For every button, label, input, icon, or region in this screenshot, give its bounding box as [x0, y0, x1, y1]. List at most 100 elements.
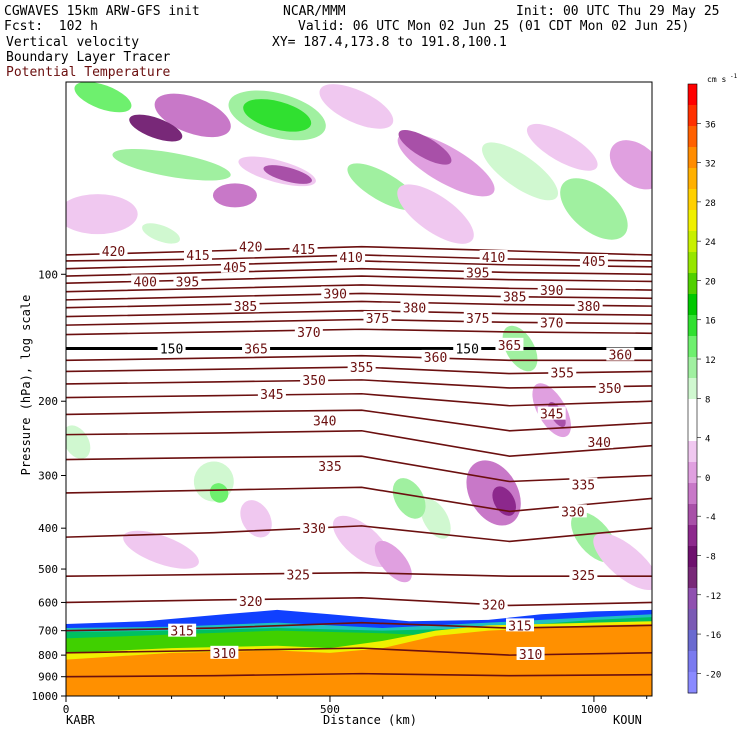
theta-label-bg [400, 300, 429, 314]
y-tick-label: 700 [38, 625, 58, 638]
colorbar-swatch [688, 420, 697, 442]
colorbar-swatch [688, 441, 697, 463]
theta-label: 360 [609, 349, 632, 364]
colorbar-swatch [688, 609, 697, 631]
theta-label: 330 [302, 522, 325, 537]
colorbar-swatch [688, 126, 697, 148]
theta-label: 320 [239, 595, 262, 610]
colorbar-swatch [688, 462, 697, 484]
theta-contour [66, 409, 652, 432]
y-tick-label: 100 [38, 268, 58, 281]
theta-label: 400 [133, 275, 156, 290]
theta-label-bg [337, 250, 366, 264]
theta-label-bg [606, 347, 635, 361]
theta-label-bg [569, 568, 598, 582]
theta-label-bg [574, 299, 603, 313]
colorbar-swatch [688, 210, 697, 232]
theta-label-bg [220, 259, 249, 273]
theta-label-bg [231, 299, 260, 313]
theta-label-bg [257, 386, 286, 400]
theta-contour [66, 571, 652, 578]
colorbar-label: 32 [705, 160, 716, 170]
theta-label-bg [585, 435, 614, 449]
theta-label-bg [463, 311, 492, 325]
theta-contour [66, 245, 652, 256]
theta-label-bg [99, 243, 128, 257]
theta-label: 395 [466, 266, 489, 281]
theta-label-bg [173, 274, 202, 288]
theta-contour [66, 455, 652, 483]
theta-label: 315 [508, 619, 531, 634]
theta-label-bg [463, 265, 492, 279]
theta-contour [66, 672, 652, 678]
endpoint-right: KOUN [613, 713, 642, 727]
y-axis-label: Pressure (hPa), log scale [19, 295, 33, 476]
theta-label-bg [300, 372, 329, 386]
model-title: CGWAVES 15km ARW-GFS init [4, 4, 200, 19]
theta-label: 310 [519, 648, 542, 663]
colorbar-swatch [688, 483, 697, 505]
theta-label: 335 [572, 478, 595, 493]
colorbar-swatch [688, 315, 697, 337]
colorbar-label: -4 [705, 513, 716, 523]
colorbar-swatch [688, 567, 697, 589]
theta-label: 355 [350, 361, 373, 376]
colorbar-swatch [688, 378, 697, 400]
field-potential-temperature: Potential Temperature [6, 65, 171, 80]
theta-label-bg [500, 289, 529, 303]
y-tick-label: 400 [38, 522, 58, 535]
plot-frame [65, 81, 653, 697]
colorbar-label: -20 [705, 670, 721, 680]
colorbar-swatch [688, 231, 697, 253]
theta-label: 320 [482, 598, 505, 613]
theta-label-bg [479, 597, 508, 611]
theta-label-bg [315, 459, 344, 473]
theta-label-bg [321, 286, 350, 300]
colorbar-label: 20 [705, 277, 716, 287]
colorbar-label: 36 [705, 120, 716, 130]
theta-label: 335 [318, 460, 341, 475]
x-axis-label: Distance (km) [323, 713, 417, 727]
theta-label-bg [516, 646, 545, 660]
theta-label: 150 [455, 343, 478, 358]
theta-label-bg [537, 315, 566, 329]
theta-label: 395 [176, 275, 199, 290]
theta-label-bg [236, 239, 265, 253]
theta-label-bg [284, 567, 313, 581]
theta-label-bg [289, 241, 318, 255]
theta-label: 350 [598, 382, 621, 397]
theta-label: 380 [403, 302, 426, 317]
theta-label: 385 [234, 300, 257, 315]
theta-label-bg [168, 623, 197, 637]
theta-label: 340 [313, 414, 336, 429]
theta-label-bg [506, 618, 535, 632]
theta-contour [66, 647, 652, 656]
colorbar-label: -16 [705, 631, 721, 641]
theta-contour [66, 597, 652, 607]
x-tick-label: 500 [320, 703, 340, 716]
theta-contour [66, 328, 652, 336]
y-tick-label: 300 [38, 469, 58, 482]
colorbar-swatch [688, 147, 697, 169]
theta-contour [66, 621, 652, 632]
theta-label: 375 [466, 312, 489, 327]
theta-label-bg [579, 253, 608, 267]
theta-contour-labels: 420 415 420 415 410 410 405 405 400 395 395 390 390 3… [99, 239, 635, 663]
theta-label-bg [453, 341, 482, 355]
theta-label: 420 [239, 241, 262, 256]
y-tick-label: 900 [38, 671, 58, 684]
init-time: Init: 00 UTC Thu 29 May 25 [516, 4, 720, 19]
theta-label: 390 [324, 287, 347, 302]
cross-section-coordinates: XY= 187.4,173.8 to 191.8,100.1 [272, 35, 507, 50]
theta-label: 390 [540, 284, 563, 299]
theta-contour [66, 379, 652, 389]
theta-label: 385 [503, 291, 526, 306]
theta-contour [66, 300, 652, 309]
y-tick-label: 800 [38, 649, 58, 662]
theta-label-bg [548, 365, 577, 379]
theta-label: 420 [102, 245, 125, 260]
organization: NCAR/MMM [283, 4, 346, 19]
y-tick-label: 1000 [32, 690, 59, 703]
y-tick-label: 600 [38, 596, 58, 609]
theta-label: 370 [297, 326, 320, 341]
